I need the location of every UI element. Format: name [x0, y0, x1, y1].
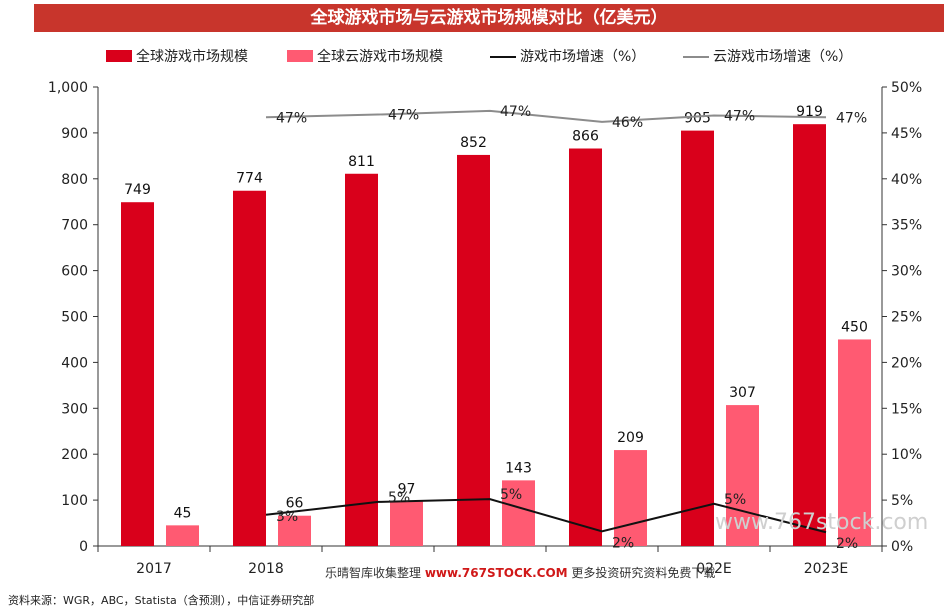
line-data-label: 47%: [500, 104, 531, 120]
bar-data-label: 66: [286, 496, 304, 512]
legend-label: 全球游戏市场规模: [136, 49, 248, 65]
y-tick-label-right: 50%: [891, 80, 922, 96]
y-tick-label-left: 800: [61, 172, 88, 188]
bar-data-label: 97: [398, 481, 416, 497]
bar: [278, 515, 311, 546]
watermark-suffix: 更多投资研究资料免费下载: [571, 566, 716, 580]
legend-swatch-cloud-market: [287, 50, 313, 62]
x-tick-label: 2018: [248, 561, 284, 577]
bar: [166, 525, 199, 546]
line-data-label: 2%: [612, 535, 634, 551]
bar: [569, 148, 602, 547]
footer: 乐晴智库收集整理 www.767STOCK.COM 更多投资研究资料免费下载 资…: [0, 566, 951, 610]
line-data-label: 3%: [276, 509, 298, 525]
line-data-label: 46%: [612, 115, 643, 131]
line-data-label: 5%: [500, 487, 522, 503]
y-tick-label-left: 500: [61, 310, 88, 326]
y-tick-label-right: 5%: [891, 493, 913, 509]
series-line: [265, 109, 827, 123]
y-tick-label-right: 15%: [891, 401, 922, 417]
y-tick-label-left: 1,000: [48, 80, 88, 96]
legend-label: 全球云游戏市场规模: [317, 49, 443, 65]
y-tick-label-right: 40%: [891, 172, 922, 188]
bar-data-label: 749: [124, 182, 151, 198]
bar-data-label: 307: [729, 385, 756, 401]
line-data-label: 2%: [836, 536, 858, 552]
y-tick-label-left: 200: [61, 447, 88, 463]
line-data-label: 47%: [836, 110, 867, 126]
y-tick-label-right: 20%: [891, 355, 922, 371]
y-tick-label-right: 30%: [891, 264, 922, 280]
y-tick-label-right: 45%: [891, 126, 922, 142]
bar: [614, 450, 647, 546]
bar: [793, 124, 826, 546]
bar: [457, 154, 490, 546]
legend-line-game-growth: [490, 56, 516, 58]
line-data-label: 5%: [724, 492, 746, 508]
bar: [838, 339, 871, 546]
y-tick-label-left: 600: [61, 264, 88, 280]
bar-data-label: 905: [684, 111, 711, 127]
legend-line-cloud-growth: [683, 56, 709, 58]
bar-data-label: 209: [617, 430, 644, 446]
y-tick-label-left: 100: [61, 493, 88, 509]
watermark-right: www.767stock.com: [715, 510, 929, 535]
bar: [390, 501, 423, 546]
y-tick-label-right: 25%: [891, 310, 922, 326]
combo-chart: 0 100 200 300 400 500 600 700 800 900 1,000 0% 5% 10%…: [48, 80, 922, 577]
watermark-url: www.767STOCK.COM: [424, 566, 568, 580]
y-tick-label-left: 300: [61, 401, 88, 417]
bar: [681, 130, 714, 547]
bar-data-label: 450: [841, 319, 868, 335]
x-tick-label: 022E: [696, 561, 732, 577]
legend-label: 云游戏市场增速（%）: [713, 49, 853, 65]
y-tick-label-right: 0%: [891, 539, 913, 555]
bar-data-label: 45: [174, 505, 192, 521]
series-line: [265, 498, 827, 534]
chart-title: 全球游戏市场与云游戏市场规模对比（亿美元）: [34, 4, 944, 32]
bar-data-label: 852: [460, 135, 487, 151]
watermark: 乐晴智库收集整理 www.767STOCK.COM 更多投资研究资料免费下载: [325, 564, 715, 581]
y-tick-label-left: 400: [61, 355, 88, 371]
bar-data-label: 143: [505, 460, 532, 476]
y-tick-label-right: 10%: [891, 447, 922, 463]
source-note: 资料来源：WGR，ABC，Statista（含预测），中信证券研究部: [8, 594, 315, 607]
y-tick-label-left: 900: [61, 126, 88, 142]
line-data-label: 47%: [388, 108, 419, 124]
line-data-label: 47%: [276, 110, 307, 126]
y-tick-label-left: 700: [61, 218, 88, 234]
x-tick-label: 2023E: [804, 561, 848, 577]
bar: [345, 173, 378, 546]
legend-swatch-global-market: [106, 50, 132, 62]
bar-data-label: 774: [236, 171, 263, 187]
y-tick-label-right: 35%: [891, 218, 922, 234]
watermark-prefix: 乐晴智库收集整理: [325, 566, 422, 580]
y-tick-label-left: 0: [79, 539, 88, 555]
bar-data-label: 866: [572, 129, 599, 145]
x-tick-label: 2017: [136, 561, 172, 577]
legend-label: 游戏市场增速（%）: [520, 49, 646, 65]
legend: 全球游戏市场规模 全球云游戏市场规模 游戏市场增速（%） 云游戏市场增速（%）: [0, 44, 951, 68]
line-data-label: 47%: [724, 108, 755, 124]
bar: [233, 190, 266, 546]
bar: [726, 405, 759, 546]
line-data-label: 5%: [388, 490, 410, 506]
bar-data-label: 811: [348, 154, 375, 170]
bar: [502, 480, 535, 546]
bar: [121, 202, 154, 547]
